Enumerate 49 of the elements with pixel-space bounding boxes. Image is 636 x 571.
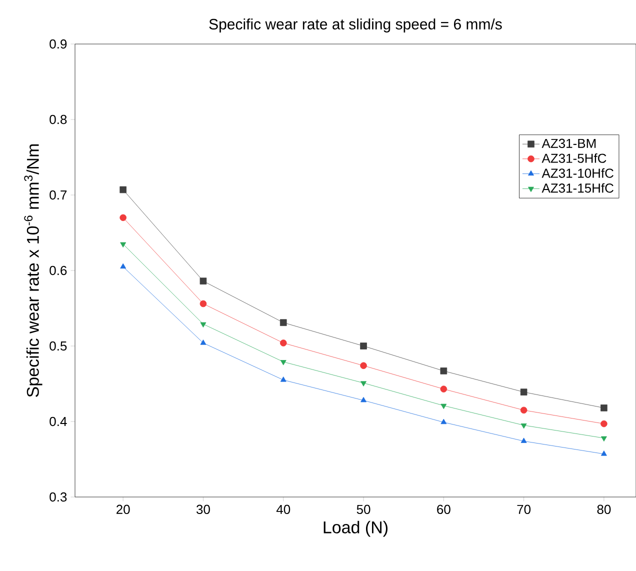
point — [120, 186, 126, 194]
point — [440, 386, 448, 392]
x-tick-label: 40 — [276, 504, 290, 514]
point — [280, 340, 287, 346]
y-tick-label: 0.4 — [50, 416, 67, 426]
legend-label: AZ31-15HfC — [542, 183, 614, 193]
point — [120, 263, 126, 269]
point — [520, 406, 528, 414]
point — [600, 450, 607, 456]
x-tick-label: 70 — [517, 504, 531, 514]
point — [440, 368, 448, 374]
x-tick-label: 80 — [597, 504, 611, 514]
y-tick-label: 0.8 — [50, 114, 67, 124]
x-axis-title: Load (N) — [324, 520, 388, 537]
y-tick-label: 0.6 — [50, 266, 67, 276]
chart-title: Specific wear rate at sliding speed = 6 mm/s — [209, 18, 502, 32]
point — [280, 376, 286, 382]
point — [360, 342, 367, 350]
point — [520, 388, 528, 396]
point — [440, 404, 447, 410]
x-tick-label: 20 — [116, 504, 130, 514]
point — [360, 381, 366, 386]
point — [520, 438, 527, 443]
point — [200, 300, 207, 308]
x-tick-label: 50 — [356, 504, 370, 514]
point — [520, 423, 527, 429]
point — [440, 418, 447, 424]
point — [200, 340, 206, 345]
point — [360, 396, 366, 402]
legend-label: AZ31-5HfC — [542, 153, 606, 163]
point — [120, 242, 126, 248]
point — [360, 362, 367, 370]
point — [120, 214, 126, 222]
y-tick-label: 0.9 — [50, 39, 67, 49]
point — [200, 278, 207, 284]
point — [600, 420, 608, 428]
x-tick-label: 60 — [437, 504, 450, 514]
point — [600, 436, 607, 442]
point — [280, 360, 286, 366]
y-tick-label: 0.5 — [50, 341, 67, 351]
y-tick-label: 0.7 — [50, 190, 67, 200]
point — [200, 322, 206, 328]
point — [600, 404, 608, 412]
x-tick-label: 30 — [196, 504, 210, 514]
y-tick-label: 0.3 — [50, 492, 67, 502]
legend-label: AZ31-10HfC — [542, 168, 614, 178]
legend-label: AZ31-BM — [542, 138, 596, 148]
y-axis-title: Specific wear rate x 10$^{-6}$ mm$^{3}$/Nm — [24, 144, 42, 397]
point — [280, 319, 287, 326]
